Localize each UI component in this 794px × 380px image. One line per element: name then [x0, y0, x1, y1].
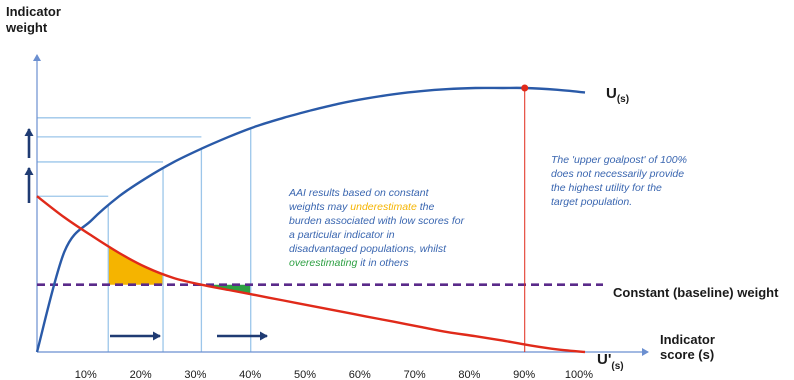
x-tick-labels: 10% 20% 30% 40% 50% 60% 70% 80% 90% 100% [75, 369, 593, 380]
svg-text:weights may underestimate the: weights may underestimate the [289, 201, 435, 213]
svg-text:the highest utility for the: the highest utility for the [551, 182, 662, 194]
x-tick-label-5: 50% [294, 369, 316, 380]
svg-text:burden associated with low sco: burden associated with low scores for [289, 215, 465, 227]
x-tick-label-8: 80% [458, 369, 480, 380]
x-axis-title-line2: score (s) [660, 347, 714, 362]
x-tick-label-9: 90% [513, 369, 535, 380]
x-tick-label-7: 70% [404, 369, 426, 380]
upper-goalpost-annotation: The 'upper goalpost' of 100% does not ne… [551, 154, 687, 208]
x-tick-label-10: 100% [565, 369, 593, 380]
svg-text:target population.: target population. [551, 196, 632, 208]
constant-weight-label: Constant (baseline) weight [613, 285, 779, 300]
svg-text:overestimating it in others: overestimating it in others [289, 257, 409, 269]
x-tick-label-1: 10% [75, 369, 97, 380]
derivative-series-label: U'(s) [597, 351, 624, 372]
svg-text:does not necessarily provide: does not necessarily provide [551, 168, 684, 180]
guide-lines [37, 118, 251, 352]
svg-text:disadvantaged populations, whi: disadvantaged populations, whilst [289, 243, 447, 255]
x-tick-label-4: 40% [239, 369, 261, 380]
y-axis-title-line2: weight [5, 20, 48, 35]
svg-text:AAI results based on constant: AAI results based on constant [288, 187, 430, 199]
x-axis-title-line1: Indicator [660, 332, 715, 347]
upper-goalpost-point [521, 85, 528, 92]
x-tick-label-2: 20% [130, 369, 152, 380]
svg-text:The 'upper goalpost' of 100%: The 'upper goalpost' of 100% [551, 154, 687, 166]
x-tick-label-6: 60% [349, 369, 371, 380]
y-axis-title-line1: Indicator [6, 4, 61, 19]
constant-weights-annotation: AAI results based on constant weights ma… [288, 187, 465, 269]
utility-series-label: U(s) [606, 85, 629, 105]
svg-text:a particular indicator in: a particular indicator in [289, 229, 395, 241]
x-tick-label-3: 30% [184, 369, 206, 380]
